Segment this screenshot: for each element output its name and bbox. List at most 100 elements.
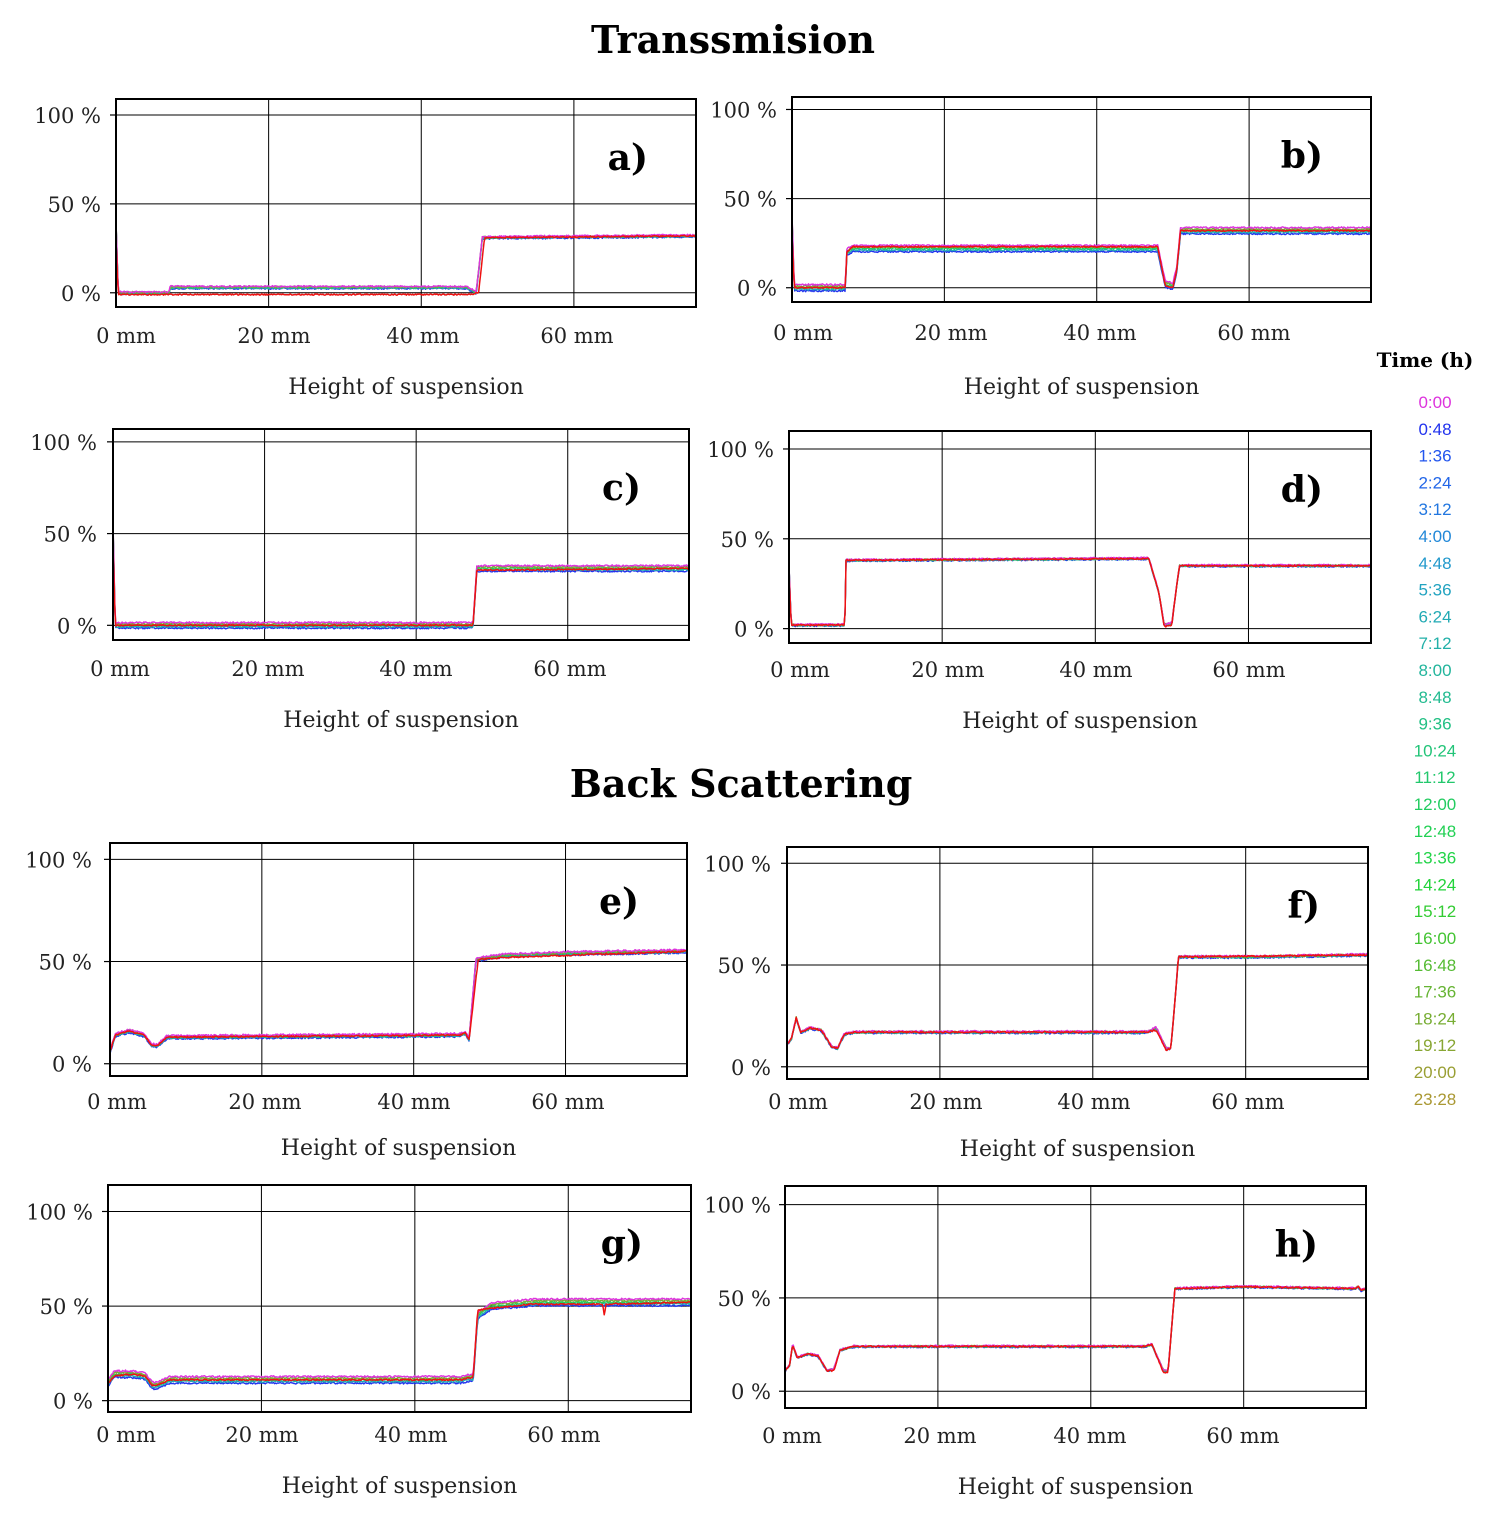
data-series-line [112, 526, 690, 630]
x-tick-label: 40 mm [1057, 1090, 1130, 1114]
y-tick-label: 100 % [707, 438, 774, 462]
x-tick-label: 20 mm [911, 658, 984, 682]
data-series-line [107, 1302, 692, 1389]
y-tick-label: 50 % [718, 1287, 771, 1311]
legend-item: 13:36 [1414, 849, 1457, 868]
legend-item: 18:24 [1414, 1009, 1457, 1028]
x-tick-label: 0 mm [770, 658, 830, 682]
y-tick-label: 50 % [39, 951, 92, 975]
data-series-line [784, 1285, 1366, 1373]
y-tick-label: 50 % [718, 954, 771, 978]
panel-label: a) [608, 137, 648, 179]
legend-item: 10:24 [1414, 741, 1457, 760]
x-tick-label: 40 mm [1063, 321, 1136, 345]
data-series-line [109, 948, 688, 1051]
x-tick-label: 40 mm [1059, 658, 1132, 682]
data-series-line [786, 954, 1369, 1051]
x-axis-label: Height of suspension [960, 1137, 1195, 1162]
data-series-line [112, 524, 690, 627]
x-axis-label: Height of suspension [282, 1474, 517, 1499]
data-series-line-final [791, 229, 1372, 290]
y-tick-label: 100 % [34, 104, 101, 128]
legend-item: 12:00 [1414, 795, 1457, 814]
data-series-line [107, 1297, 692, 1384]
plot-frame [107, 1184, 692, 1413]
x-tick-label: 40 mm [374, 1423, 447, 1447]
chart-panel: 0 % 50 % 100 % 0 mm 20 mm 40 mm 60 mm Height of… [710, 96, 1372, 400]
data-series-line [788, 557, 1372, 627]
chart-panel: 0 % 50 % 100 % 0 mm 20 mm 40 mm 60 mm Height of… [704, 846, 1369, 1162]
y-tick-label: 50 % [44, 523, 97, 547]
data-series-line [107, 1299, 692, 1385]
legend-item: 7:12 [1418, 634, 1451, 653]
panel-label: g) [601, 1223, 643, 1265]
y-tick-label: 0 % [737, 277, 777, 301]
data-series-line-final [786, 953, 1369, 1052]
data-series-line [786, 952, 1369, 1050]
x-tick-label: 60 mm [533, 657, 606, 681]
data-series-line [786, 953, 1369, 1051]
data-series-line [788, 557, 1372, 628]
legend-title: Time (h) [1377, 348, 1474, 372]
panel-label: d) [1281, 469, 1323, 511]
chart-panel: 0 % 50 % 100 % 0 mm 20 mm 40 mm 60 mm Height of… [30, 428, 690, 733]
x-tick-label: 20 mm [237, 324, 310, 348]
data-series-line-final [788, 557, 1372, 628]
x-tick-label: 20 mm [903, 1424, 976, 1448]
y-tick-label: 0 % [731, 1380, 771, 1404]
data-series-line [784, 1285, 1366, 1372]
data-series-line [785, 1285, 1367, 1373]
y-tick-label: 0 % [52, 1053, 92, 1077]
y-tick-label: 0 % [61, 282, 101, 306]
legend-item: 9:36 [1418, 715, 1451, 734]
data-series-line [791, 217, 1371, 291]
legend-item: 8:48 [1418, 688, 1451, 707]
legend-item: 6:24 [1418, 607, 1451, 626]
data-series-line-final [109, 950, 687, 1052]
x-tick-label: 40 mm [386, 324, 459, 348]
x-tick-label: 0 mm [768, 1090, 828, 1114]
legend-item: 3:12 [1418, 500, 1451, 519]
x-tick-label: 20 mm [231, 657, 304, 681]
x-tick-label: 0 mm [762, 1424, 822, 1448]
data-series-line [115, 220, 697, 294]
x-tick-label: 40 mm [377, 1090, 450, 1114]
plot-frame [791, 96, 1372, 303]
data-series-line [109, 951, 687, 1055]
data-series-line [115, 221, 696, 295]
y-tick-label: 50 % [721, 528, 774, 552]
x-tick-label: 20 mm [914, 321, 987, 345]
data-series-line [786, 953, 1368, 1051]
data-series-line [115, 220, 697, 294]
data-series-line [784, 1285, 1366, 1372]
panel-label: f) [1287, 885, 1320, 927]
legend-item: 20:00 [1414, 1063, 1457, 1082]
data-series-line [115, 221, 696, 295]
legend-item: 0:48 [1418, 420, 1451, 439]
plot-frame [784, 1185, 1367, 1409]
y-tick-label: 0 % [57, 614, 97, 638]
x-axis-label: Height of suspension [962, 709, 1197, 734]
x-tick-label: 20 mm [225, 1423, 298, 1447]
legend-item: 23:28 [1414, 1090, 1457, 1109]
y-tick-label: 50 % [40, 1295, 93, 1319]
panel-label: c) [602, 467, 641, 509]
x-tick-label: 60 mm [1211, 1090, 1284, 1114]
data-series-line [107, 1304, 691, 1391]
data-series-line-final [112, 543, 690, 627]
plot-frame [112, 428, 690, 641]
x-tick-label: 20 mm [909, 1090, 982, 1114]
x-axis-label: Height of suspension [288, 375, 523, 400]
x-tick-label: 0 mm [90, 657, 150, 681]
legend-item: 16:00 [1414, 929, 1457, 948]
chart-panel: 0 % 50 % 100 % 0 mm 20 mm 40 mm 60 mm Height of… [704, 1185, 1367, 1500]
data-series-line-final [107, 1301, 691, 1387]
legend-item: 16:48 [1414, 956, 1457, 975]
y-tick-label: 50 % [48, 193, 101, 217]
y-tick-label: 100 % [30, 431, 97, 455]
x-axis-label: Height of suspension [281, 1136, 516, 1161]
plot-frame [109, 842, 688, 1077]
panel-label: e) [599, 881, 639, 923]
chart-panel: 0 % 50 % 100 % 0 mm 20 mm 40 mm 60 mm Height of… [34, 98, 697, 400]
